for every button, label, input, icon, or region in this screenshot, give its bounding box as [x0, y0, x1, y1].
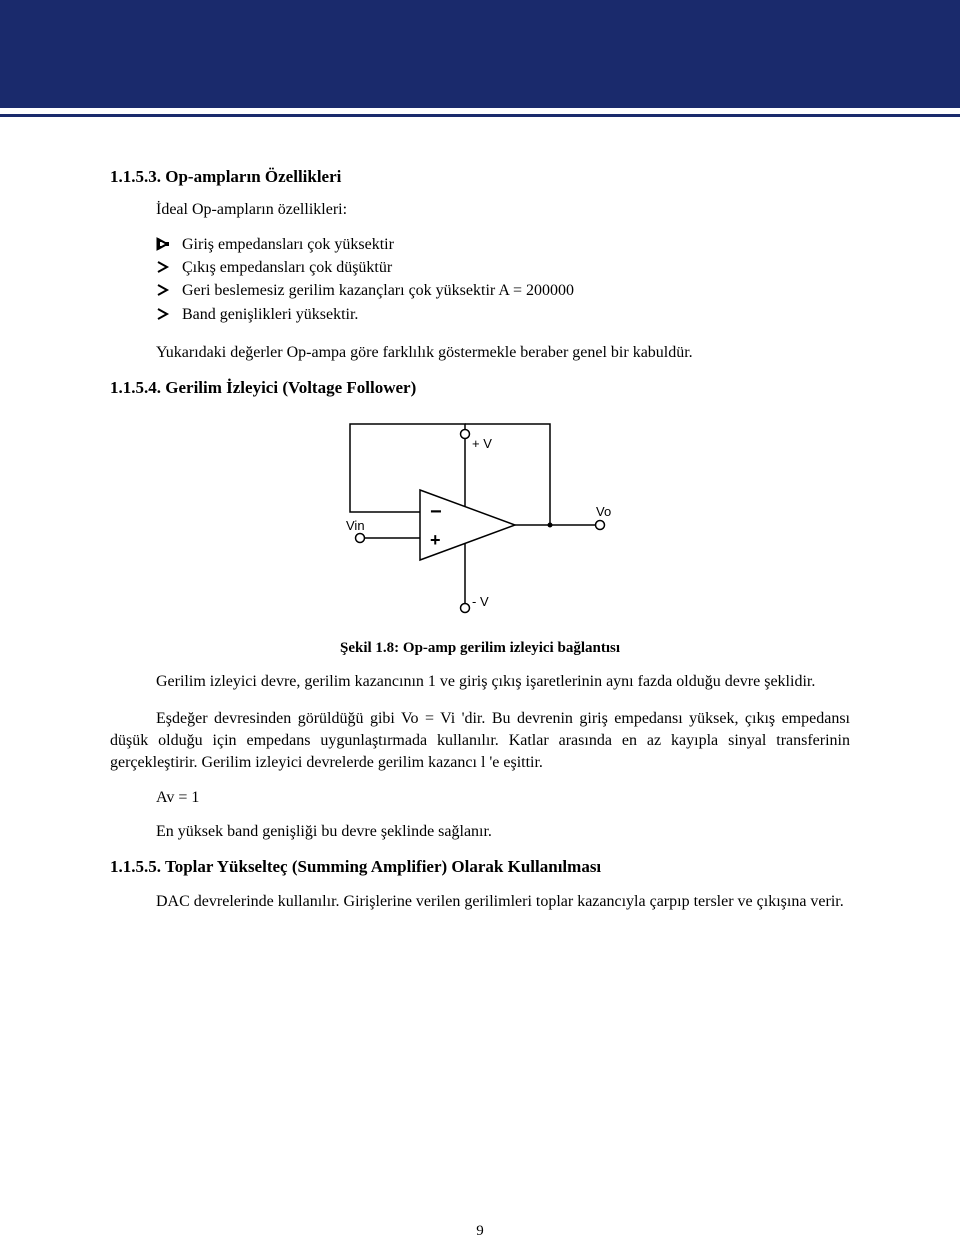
page-content: 1.1.5.3. Op-ampların Özellikleri İdeal O… [0, 117, 960, 947]
plus-v-label: + V [472, 436, 492, 451]
list-item: Band genişlikleri yüksektir. [156, 303, 850, 326]
list-item-text: Giriş empedansları çok yüksektir [182, 233, 394, 256]
section-2-para3: En yüksek band genişliği bu devre şeklin… [110, 821, 850, 843]
list-item: Çıkış empedansları çok düşüktür [156, 256, 850, 279]
section-2-title: 1.1.5.4. Gerilim İzleyici (Voltage Follo… [110, 378, 850, 398]
list-item-text: Band genişlikleri yüksektir. [182, 303, 358, 326]
av-equation: Av = 1 [156, 789, 850, 807]
section-1-subtitle: İdeal Op-ampların özellikleri: [156, 201, 850, 219]
section-2-para1: Gerilim izleyici devre, gerilim kazancın… [110, 671, 850, 693]
arrow-icon [156, 233, 182, 251]
diagram-caption: Şekil 1.8: Op-amp gerilim izleyici bağla… [110, 640, 850, 657]
section-3-title: 1.1.5.5. Toplar Yükselteç (Summing Ampli… [110, 857, 850, 877]
section-1-title: 1.1.5.3. Op-ampların Özellikleri [110, 167, 850, 187]
header-band [0, 0, 960, 108]
section-1-note: Yukarıdaki değerler Op-ampa göre farklıl… [110, 342, 850, 364]
section-3-para1: DAC devrelerinde kullanılır. Girişlerine… [110, 891, 850, 913]
list-item-text: Geri beslemesiz gerilim kazançları çok y… [182, 279, 574, 302]
list-item-text: Çıkış empedansları çok düşüktür [182, 256, 392, 279]
arrow-icon [156, 279, 182, 297]
svg-text:+: + [430, 530, 441, 550]
svg-text:−: − [430, 501, 442, 523]
page-number: 9 [0, 1223, 960, 1240]
section-2-para2: Eşdeğer devresinden görüldüğü gibi Vo = … [110, 708, 850, 775]
bullet-list: Giriş empedansları çok yüksektir Çıkış e… [156, 233, 850, 326]
minus-v-label: - V [472, 594, 489, 609]
vo-label: Vo [596, 504, 611, 519]
voltage-follower-diagram: − + + V - V Vin Vo [110, 412, 850, 632]
vin-label: Vin [346, 518, 365, 533]
list-item: Giriş empedansları çok yüksektir [156, 233, 850, 256]
arrow-icon [156, 303, 182, 321]
list-item: Geri beslemesiz gerilim kazançları çok y… [156, 279, 850, 302]
arrow-icon [156, 256, 182, 274]
